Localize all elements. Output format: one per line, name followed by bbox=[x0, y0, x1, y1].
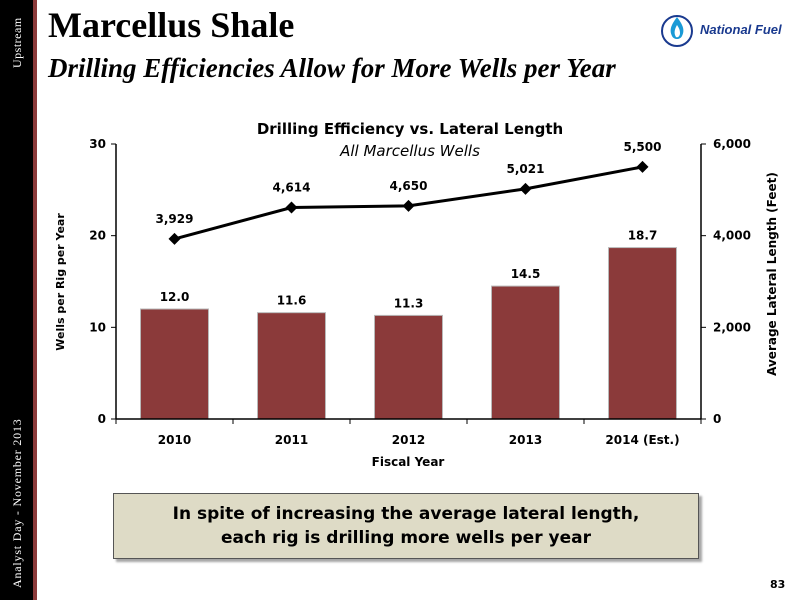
x-tick-label-2: 2012 bbox=[392, 433, 425, 447]
bar-label-3: 14.5 bbox=[511, 267, 541, 281]
line-label-2: 4,650 bbox=[390, 179, 428, 193]
x-tick-label-3: 2013 bbox=[509, 433, 542, 447]
flame-drop-icon bbox=[661, 15, 693, 47]
line-point-4 bbox=[636, 160, 649, 173]
sidebar-bottom-label: Analyst Day - November 2013 bbox=[10, 418, 24, 588]
logo-text: National Fuel bbox=[700, 21, 782, 37]
x-tick-label-1: 2011 bbox=[275, 433, 308, 447]
line-layer: 3,929 4,614 4,650 5,021 5,500 bbox=[156, 140, 662, 245]
page-subtitle: Drilling Efficiencies Allow for More Wel… bbox=[48, 53, 616, 83]
x-tick-label-0: 2010 bbox=[158, 433, 191, 447]
bar-label-2: 11.3 bbox=[394, 296, 424, 310]
bar-label-4: 18.7 bbox=[628, 229, 658, 243]
chart: Drilling Efficiency vs. Lateral Length A… bbox=[54, 120, 779, 469]
bar-label-1: 11.6 bbox=[277, 294, 307, 308]
y2-tick-label-1: 2,000 bbox=[713, 320, 751, 334]
y2-tick-label-0: 0 bbox=[713, 412, 721, 426]
callout-box: In spite of increasing the average later… bbox=[113, 493, 699, 559]
line-point-0 bbox=[168, 232, 181, 245]
y2-tick-label-2: 4,000 bbox=[713, 229, 751, 243]
logo: National Fuel bbox=[660, 8, 795, 50]
chart-subtitle: All Marcellus Wells bbox=[339, 142, 480, 160]
ticks-layer: 2010 2011 2012 2013 2014 (Est.) 0 10 20 30 0 2,000… bbox=[89, 137, 751, 447]
sidebar-top-label: Upstream bbox=[10, 17, 24, 68]
x-tick-label-4: 2014 (Est.) bbox=[605, 433, 679, 447]
line-label-1: 4,614 bbox=[273, 181, 311, 195]
line-label-0: 3,929 bbox=[156, 212, 194, 226]
sidebar-accent-stripe bbox=[33, 0, 37, 600]
page-title: Marcellus Shale bbox=[48, 5, 295, 45]
bars-layer: 12.0 11.6 11.3 14.5 18.7 bbox=[140, 229, 677, 420]
callout-text: In spite of increasing the average later… bbox=[172, 504, 640, 548]
line-label-3: 5,021 bbox=[507, 162, 545, 176]
y-tick-label-1: 10 bbox=[89, 320, 106, 334]
bar-label-0: 12.0 bbox=[160, 290, 190, 304]
bar-0 bbox=[140, 308, 209, 420]
y2-tick-label-3: 6,000 bbox=[713, 137, 751, 151]
sidebar: Upstream Analyst Day - November 2013 bbox=[0, 0, 33, 600]
line-point-3 bbox=[519, 182, 532, 195]
line-point-1 bbox=[285, 201, 298, 214]
bar-3 bbox=[491, 285, 560, 420]
y-tick-label-0: 0 bbox=[98, 412, 106, 426]
line-point-2 bbox=[402, 199, 415, 212]
y-axis-label: Wells per Rig per Year bbox=[54, 213, 67, 351]
chart-title: Drilling Efficiency vs. Lateral Length bbox=[257, 120, 563, 138]
bar-4 bbox=[608, 247, 677, 420]
y2-axis-label: Average Lateral Length (Feet) bbox=[765, 172, 779, 376]
line-label-4: 5,500 bbox=[624, 140, 662, 154]
bar-2 bbox=[374, 314, 443, 420]
bar-1 bbox=[257, 312, 326, 420]
page-number: 83 bbox=[770, 578, 786, 591]
x-axis-label: Fiscal Year bbox=[372, 455, 445, 469]
y-tick-label-3: 30 bbox=[89, 137, 106, 151]
y-tick-label-2: 20 bbox=[89, 229, 106, 243]
